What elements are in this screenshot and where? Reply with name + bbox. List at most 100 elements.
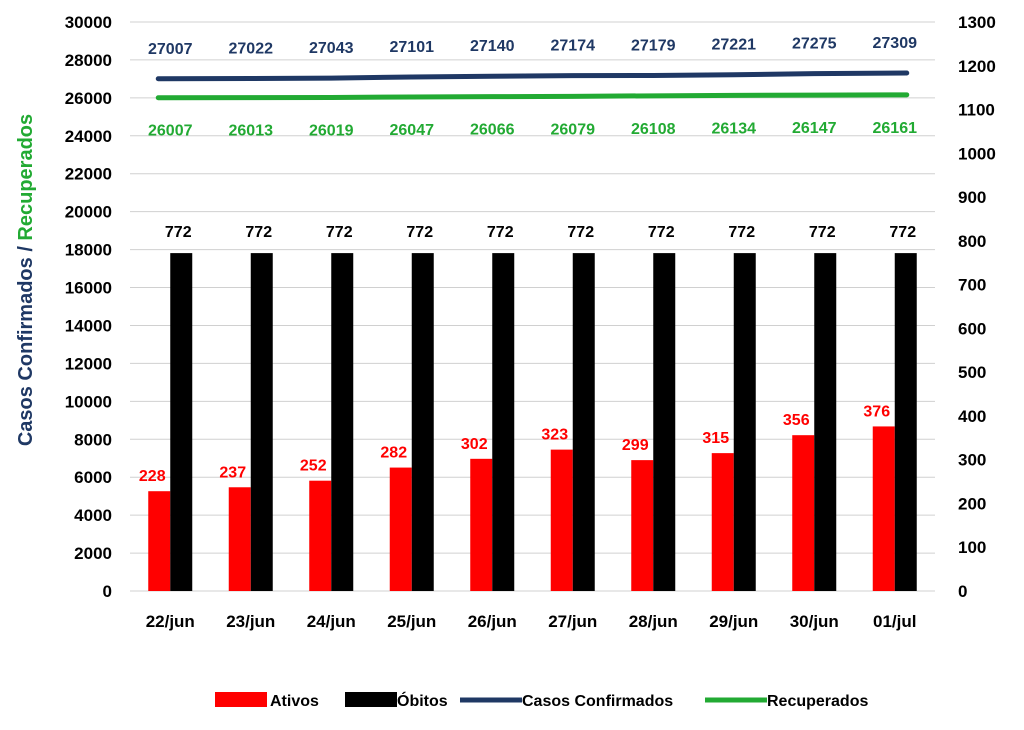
- obitos-bar: [814, 253, 837, 591]
- bars: [148, 253, 917, 591]
- casos-confirmados-data-label: 27140: [470, 38, 515, 55]
- recuperados-data-label: 26047: [390, 122, 435, 139]
- casos-confirmados-data-label: 27007: [148, 41, 193, 58]
- right-tick-label: 200: [958, 494, 986, 513]
- obitos-data-label: 772: [567, 224, 594, 241]
- recuperados-data-label: 26147: [792, 120, 837, 137]
- category-label: 24/jun: [307, 612, 356, 631]
- casos-confirmados-data-label: 27221: [712, 37, 757, 54]
- right-tick-label: 700: [958, 276, 986, 295]
- right-tick-label: 100: [958, 538, 986, 557]
- right-axis: 0 100 200 300 400 500 600 700 800 900 1000 1100 1200…: [958, 13, 996, 601]
- left-tick-label: 18000: [65, 241, 112, 260]
- ativos-data-label: 323: [541, 427, 568, 444]
- category-label: 01/jul: [873, 612, 916, 631]
- obitos-bar: [250, 253, 273, 591]
- ativos-data-label: 356: [783, 412, 810, 429]
- ativos-bar: [389, 467, 412, 591]
- category-label: 23/jun: [226, 612, 275, 631]
- obitos-data-label: 772: [889, 224, 916, 241]
- data-labels: 228 237 252 282 302 323 299 315 356 376 772 772 772 7…: [139, 35, 917, 485]
- category-label: 27/jun: [548, 612, 597, 631]
- recuperados-data-label: 26066: [470, 122, 515, 139]
- category-label: 22/jun: [146, 612, 195, 631]
- casos-confirmados-data-label: 27022: [229, 40, 274, 57]
- right-tick-label: 900: [958, 188, 986, 207]
- right-tick-label: 300: [958, 451, 986, 470]
- ativos-bar: [872, 426, 895, 591]
- left-tick-label: 12000: [65, 354, 112, 373]
- casos-confirmados-data-label: 27174: [551, 38, 596, 55]
- recuperados-data-label: 26161: [873, 120, 918, 137]
- right-tick-label: 500: [958, 363, 986, 382]
- obitos-data-label: 772: [728, 224, 755, 241]
- y-axis-title: Casos Confirmados / Recuperados: [15, 114, 37, 446]
- ativos-bar: [148, 491, 171, 591]
- left-axis: 0 2000 4000 6000 8000 10000 12000 14000 16000 180…: [65, 13, 112, 601]
- recuperados-data-label: 26019: [309, 123, 354, 140]
- ativos-data-label: 282: [380, 445, 407, 462]
- category-labels: 22/jun 23/jun 24/jun 25/jun 26/jun 27/jun 28/j…: [146, 612, 917, 631]
- lines: [155, 70, 910, 101]
- obitos-bar: [411, 253, 434, 591]
- obitos-data-label: 772: [809, 224, 836, 241]
- ativos-data-label: 228: [139, 468, 166, 485]
- left-tick-label: 30000: [65, 13, 112, 32]
- recuperados-data-label: 26007: [148, 123, 193, 140]
- ativos-data-label: 376: [863, 403, 890, 420]
- left-tick-label: 26000: [65, 89, 112, 108]
- ativos-data-label: 315: [702, 430, 729, 447]
- category-label: 25/jun: [387, 612, 436, 631]
- right-tick-label: 800: [958, 232, 986, 251]
- left-tick-label: 28000: [65, 51, 112, 70]
- right-tick-label: 1100: [958, 101, 995, 120]
- obitos-data-label: 772: [326, 224, 353, 241]
- right-tick-label: 600: [958, 319, 986, 338]
- legend-label: Ativos: [270, 693, 319, 710]
- casos-confirmados-data-label: 27043: [309, 40, 354, 57]
- legend-label: Óbitos: [397, 691, 448, 710]
- left-tick-label: 14000: [65, 316, 112, 335]
- casos-confirmados-data-label: 27309: [873, 35, 918, 52]
- y-axis-title-part1: Casos Confirmados: [15, 257, 37, 446]
- recuperados-data-label: 26013: [229, 123, 274, 140]
- category-label: 26/jun: [468, 612, 517, 631]
- obitos-bar: [492, 253, 515, 591]
- y-axis-title-separator: /: [15, 241, 37, 258]
- legend-swatch: [345, 692, 397, 707]
- category-label: 30/jun: [790, 612, 839, 631]
- obitos-data-label: 772: [406, 224, 433, 241]
- obitos-data-label: 772: [165, 224, 192, 241]
- left-tick-label: 20000: [65, 203, 112, 222]
- right-tick-label: 1200: [958, 57, 996, 76]
- casos-confirmados-data-label: 27179: [631, 38, 676, 55]
- obitos-bar: [170, 253, 193, 591]
- casos-confirmados-line: [155, 70, 910, 82]
- obitos-data-label: 772: [245, 224, 272, 241]
- left-tick-label: 0: [103, 582, 112, 601]
- left-tick-label: 10000: [65, 392, 112, 411]
- ativos-data-label: 302: [461, 436, 488, 453]
- right-tick-label: 1000: [958, 144, 996, 163]
- obitos-bar: [653, 253, 676, 591]
- y-axis-title-part2: Recuperados: [15, 114, 37, 241]
- recuperados-data-label: 26134: [712, 120, 757, 137]
- ativos-data-label: 299: [622, 437, 649, 454]
- obitos-bar: [572, 253, 595, 591]
- ativos-bar: [470, 458, 493, 591]
- left-tick-label: 8000: [74, 430, 112, 449]
- right-tick-label: 1300: [958, 13, 996, 32]
- ativos-bar: [550, 449, 573, 591]
- category-label: 29/jun: [709, 612, 758, 631]
- recuperados-data-label: 26079: [551, 121, 596, 138]
- legend: Ativos Óbitos Casos Confirmados Recuperados: [215, 691, 868, 710]
- left-tick-label: 16000: [65, 279, 112, 298]
- ativos-bar: [228, 487, 251, 591]
- obitos-bar: [894, 253, 917, 591]
- ativos-data-label: 252: [300, 458, 327, 475]
- legend-label: Recuperados: [767, 693, 868, 710]
- obitos-bar: [733, 253, 756, 591]
- casos-confirmados-data-label: 27275: [792, 36, 837, 53]
